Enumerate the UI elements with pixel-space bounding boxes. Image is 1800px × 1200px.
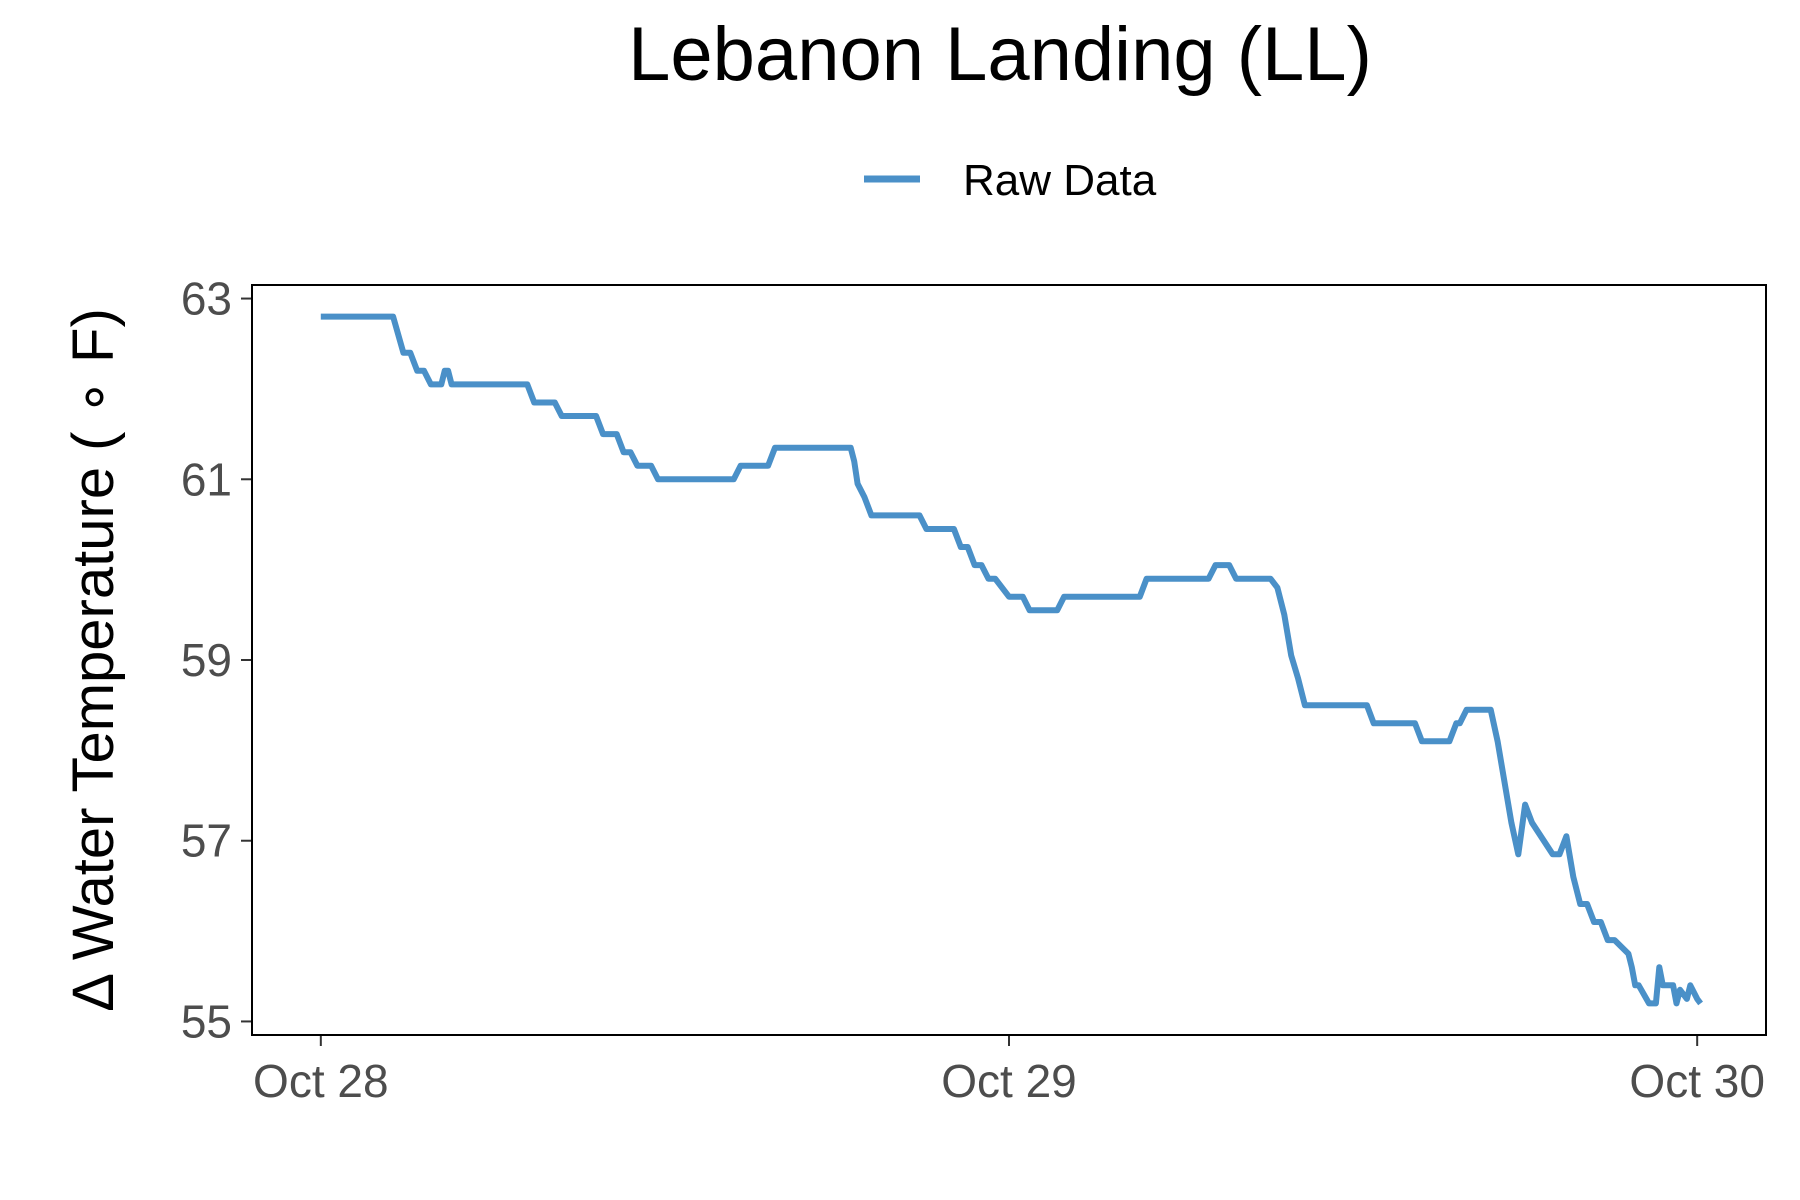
chart-title: Lebanon Landing (LL) <box>628 12 1372 97</box>
y-tick-label: 55 <box>181 995 232 1047</box>
y-tick-label: 57 <box>181 815 232 867</box>
y-axis: 55 57 59 61 63 <box>181 273 252 1047</box>
plot-panel <box>251 284 1767 1036</box>
x-tick-label: Oct 28 <box>253 1055 389 1107</box>
legend: Raw Data <box>864 156 1157 205</box>
y-tick-label: 61 <box>181 453 232 505</box>
y-tick-label: 63 <box>181 273 232 325</box>
y-tick-label: 59 <box>181 634 232 686</box>
series-line-raw-data <box>320 313 1703 1007</box>
x-tick-label: Oct 30 <box>1629 1055 1765 1107</box>
x-axis: Oct 28 Oct 29 Oct 30 <box>253 1035 1765 1107</box>
x-tick-label: Oct 29 <box>941 1055 1077 1107</box>
y-axis-label: Δ Water Temperature ( ∘ F) <box>61 308 126 1012</box>
legend-label-raw-data: Raw Data <box>963 156 1157 205</box>
